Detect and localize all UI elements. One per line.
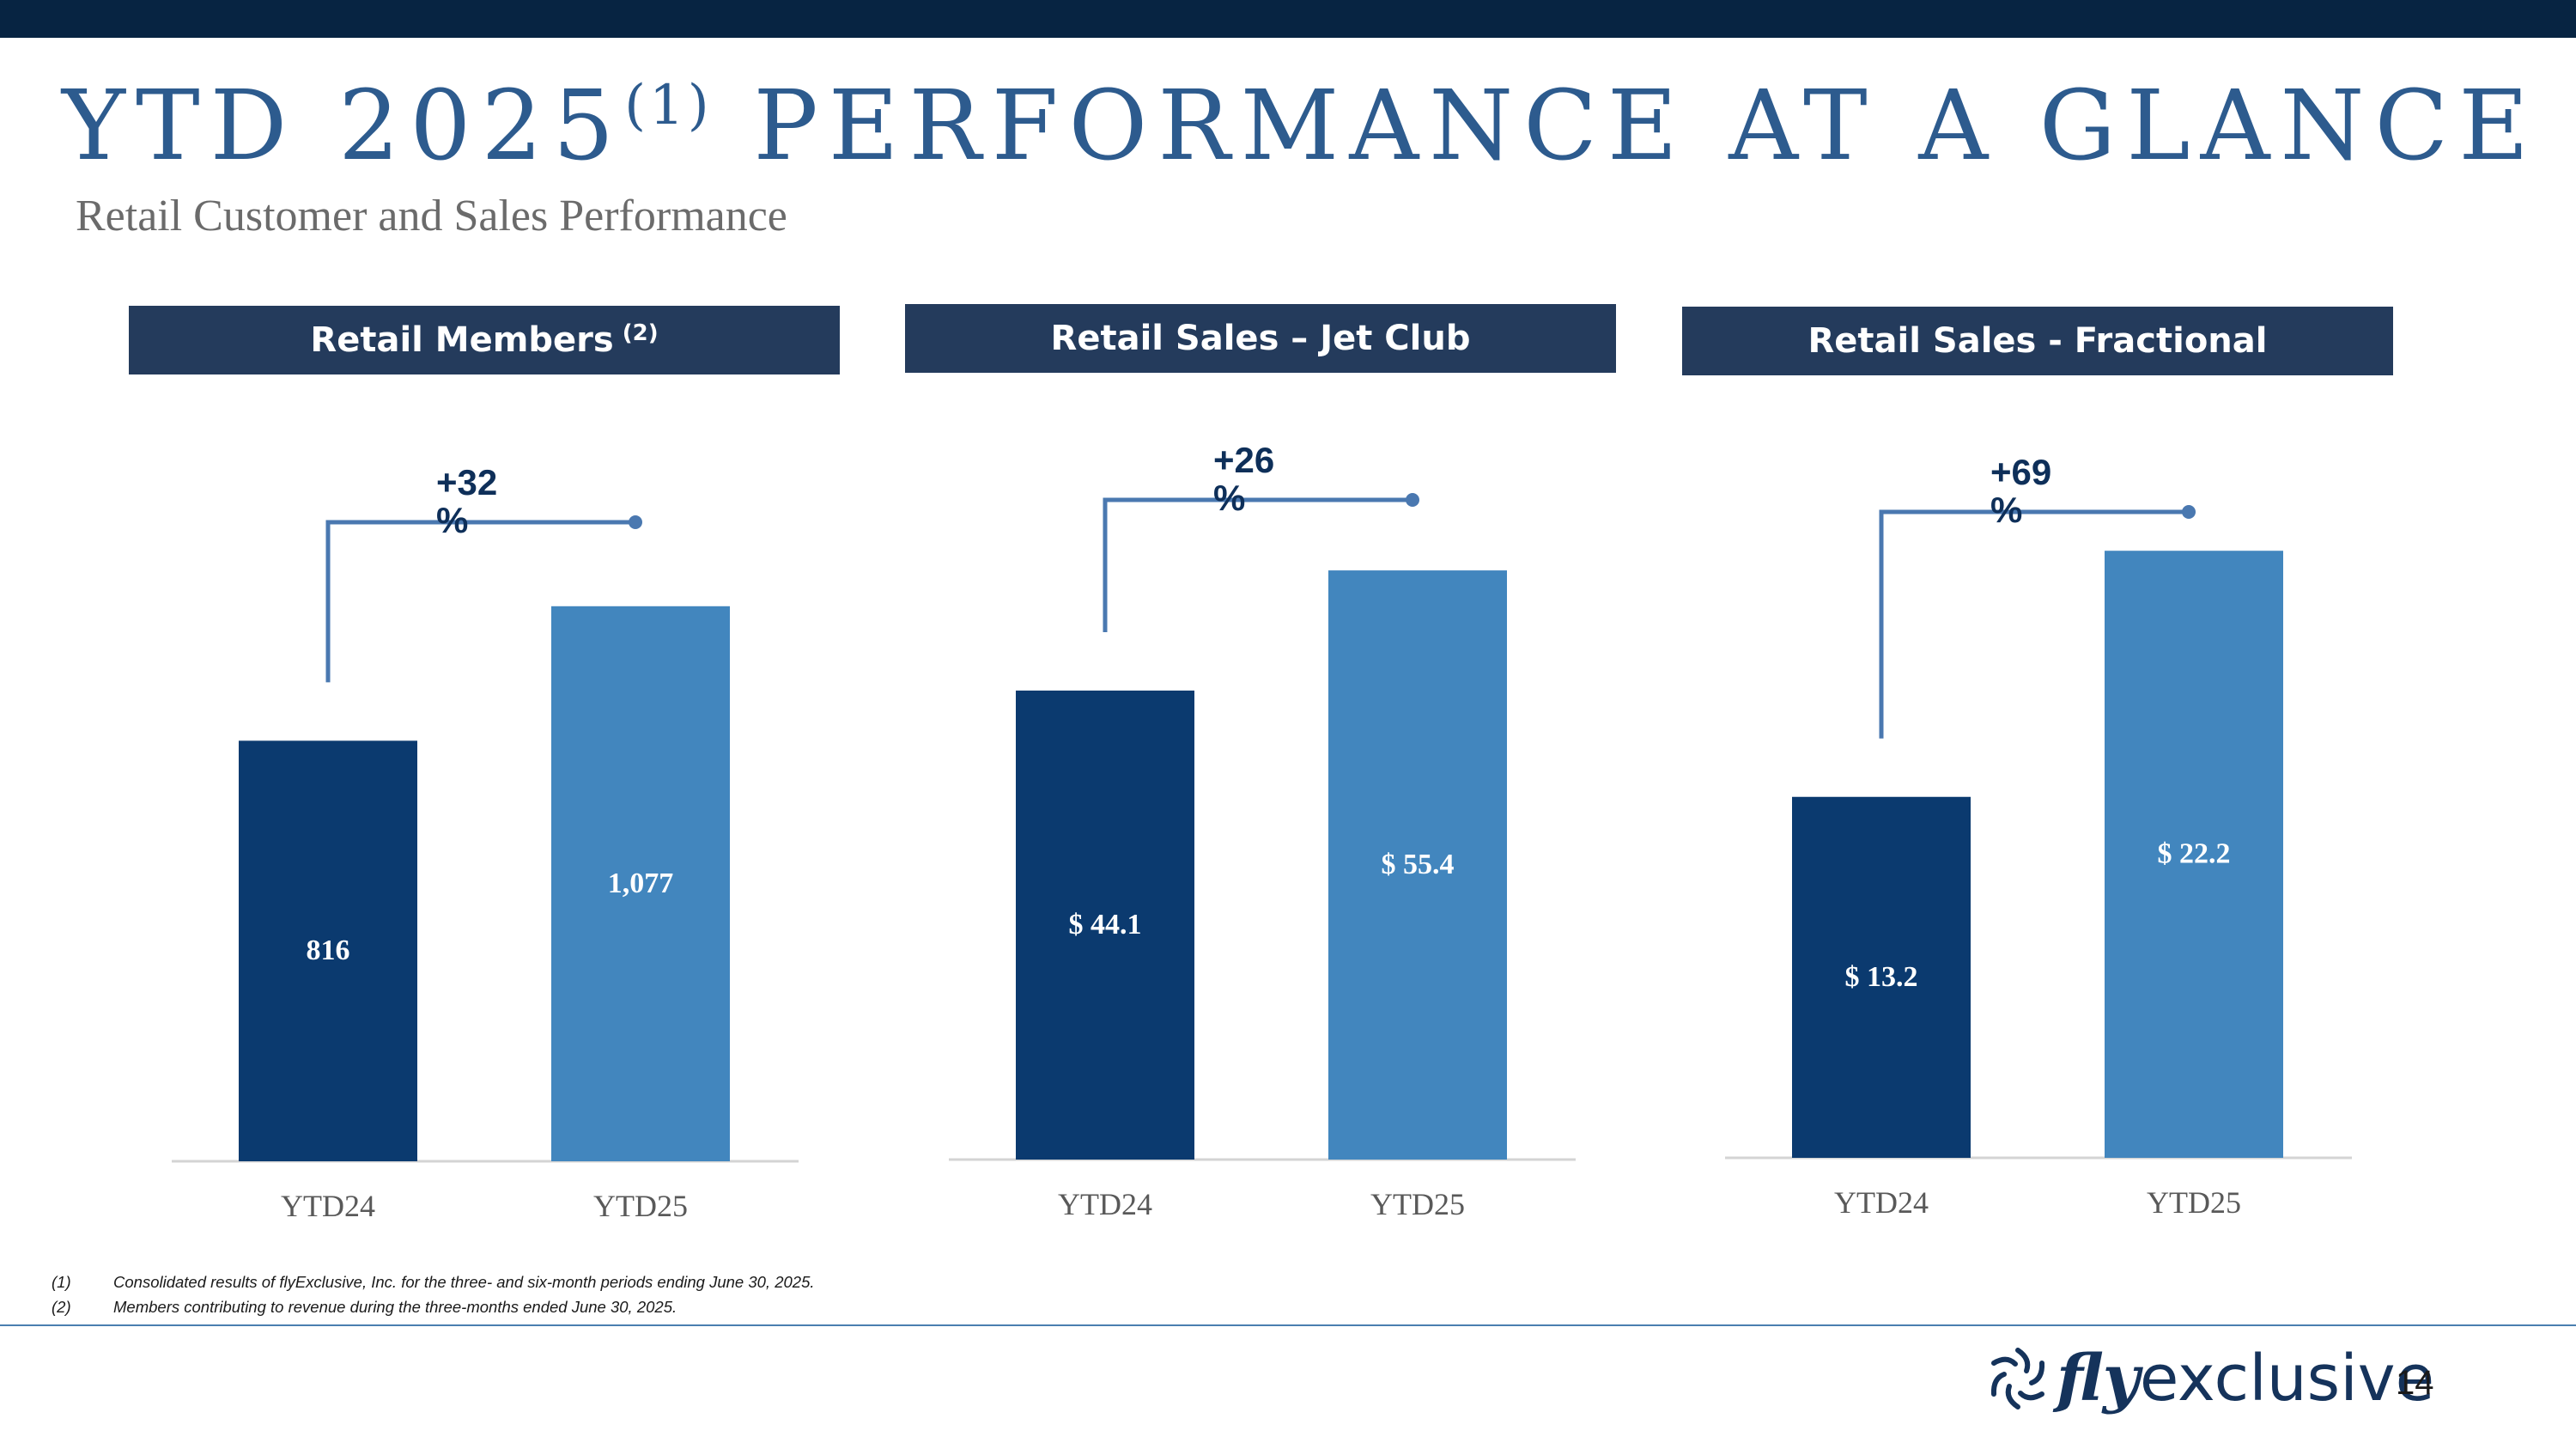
data-label: 1,077 [608,868,674,899]
bar-ytd25 [551,606,730,1161]
top-bar [0,0,2576,38]
bar-ytd24 [1792,796,1971,1158]
x-tick-label: YTD25 [1370,1187,1465,1221]
panel-header-retail-members: Retail Members (2) [129,306,840,374]
bar-ytd24 [1016,691,1194,1160]
x-tick-label: YTD24 [1058,1187,1152,1221]
bottom-divider [0,1324,2576,1326]
page-subtitle: Retail Customer and Sales Performance [76,192,787,240]
logo-wordmark: flyexclusive [2057,1342,2434,1416]
x-tick-label: YTD25 [593,1189,688,1223]
panel-header-label: Retail Members [310,320,614,360]
footnote-1: (1) Consolidated results of flyExclusive… [52,1269,815,1294]
footnotes: (1) Consolidated results of flyExclusive… [52,1269,815,1319]
footnote-number: (1) [52,1273,71,1291]
panel-header-footnote-ref: (2) [622,320,659,346]
panel-header-label: Retail Sales - Fractional [1807,321,2268,361]
footnote-2: (2) Members contributing to revenue duri… [52,1294,815,1319]
growth-bracket [1879,509,2189,739]
growth-bracket-end-dot [629,515,642,529]
page-number: 14 [2396,1364,2434,1402]
title-rest: PERFORMANCE AT A GLANCE [712,70,2539,182]
data-label: 816 [307,935,350,966]
growth-bracket [1103,497,1413,632]
footnote-text: Consolidated results of flyExclusive, In… [113,1273,815,1291]
logo-exclusive: exclusive [2139,1342,2435,1416]
bar-ytd24 [239,740,417,1161]
page-title: YTD 2025(1) PERFORMANCE AT A GLANCE [62,73,2539,180]
growth-bracket [325,520,635,683]
x-tick-label: YTD24 [281,1189,375,1223]
growth-label: +26% [1213,440,1274,518]
logo-fly: fly [2057,1342,2140,1416]
bar-ytd25 [2105,551,2283,1158]
data-label: $ 13.2 [1845,961,1918,993]
x-tick-label: YTD24 [1834,1185,1929,1220]
growth-label: +32% [436,462,497,540]
data-label: $ 55.4 [1382,849,1455,880]
x-tick-label: YTD25 [2147,1185,2241,1220]
footnote-number: (2) [52,1298,71,1316]
panel-header-fractional: Retail Sales - Fractional [1682,307,2393,375]
panel-header-label: Retail Sales – Jet Club [1050,319,1471,358]
growth-bracket-end-dot [2182,505,2196,519]
turbine-icon [1990,1348,2045,1409]
data-label: $ 22.2 [2158,838,2231,870]
flyexclusive-logo: flyexclusive [1979,1340,2434,1417]
title-main: YTD 2025 [62,70,625,182]
panel-header-jet-club: Retail Sales – Jet Club [905,304,1616,373]
growth-bracket-end-dot [1406,493,1419,507]
title-footnote-ref: (1) [624,74,713,137]
bar-ytd25 [1328,570,1507,1160]
data-label: $ 44.1 [1069,909,1142,941]
growth-label: +69% [1990,452,2051,530]
footnote-text: Members contributing to revenue during t… [113,1298,677,1316]
